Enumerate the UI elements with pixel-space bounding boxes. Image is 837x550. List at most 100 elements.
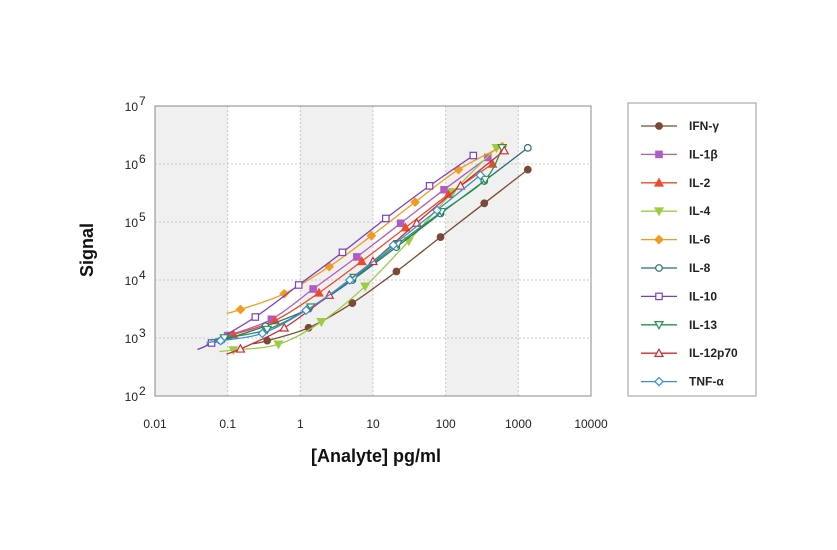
data-point	[360, 282, 371, 292]
y-tick-label-base: 10	[125, 390, 139, 404]
data-point	[455, 180, 466, 190]
y-tick-label-exponent: 6	[139, 152, 146, 166]
shaded-band	[155, 106, 228, 396]
data-point	[523, 143, 532, 152]
legend-item: IL-8	[641, 261, 711, 275]
shaded-bands	[155, 106, 519, 396]
x-tick-label: 100	[436, 417, 456, 431]
legend-item: IL-2	[641, 176, 711, 190]
legend-item: IL-13	[641, 318, 717, 332]
x-tick-label: 0.01	[143, 417, 167, 431]
data-point	[366, 230, 377, 241]
data-point	[313, 287, 324, 297]
legend-label: IL-2	[689, 176, 711, 190]
legend-item: IL-1β	[641, 147, 718, 161]
data-point	[235, 304, 246, 315]
legend-box	[627, 102, 757, 397]
y-tick-label-base: 10	[125, 100, 139, 114]
data-point	[215, 335, 226, 346]
data-point	[475, 170, 486, 181]
data-point	[440, 185, 448, 194]
legend-label: IL-12p70	[689, 346, 738, 360]
legend-item: IFN-γ	[641, 119, 719, 133]
data-point	[396, 219, 405, 228]
legend-label: IL-1β	[689, 147, 718, 161]
x-tick-labels: 0.01 0.1 1 10 100 1000 10000	[143, 417, 608, 431]
x-tick-label: 10	[366, 417, 380, 431]
data-point	[400, 222, 411, 232]
data-point	[353, 253, 361, 261]
series-tnf-	[206, 170, 486, 346]
legend-marker	[655, 264, 663, 272]
data-point	[301, 305, 311, 316]
legend-label: IL-6	[689, 233, 711, 247]
legend-marker	[655, 292, 663, 301]
series-ifn-	[253, 165, 532, 345]
legend: IFN-γ IL-1β IL-2 IL-4 IL-6 IL-8 IL-10 IL-13 IL-1…	[627, 102, 757, 397]
data-point	[344, 275, 355, 285]
y-tick-label-base: 10	[125, 158, 139, 172]
series-layer	[197, 141, 532, 356]
data-point	[356, 256, 367, 266]
legend-marker	[655, 150, 663, 159]
data-point	[235, 343, 246, 353]
y-tick-label-base: 10	[125, 332, 139, 346]
data-point	[338, 248, 347, 257]
data-point	[279, 288, 290, 299]
series-il-2	[219, 158, 498, 339]
shaded-band	[300, 106, 373, 396]
y-tick-label-exponent: 2	[139, 384, 146, 398]
legend-label: IL-4	[689, 204, 711, 218]
data-point	[381, 214, 390, 223]
x-tick-label: 10000	[574, 417, 608, 431]
data-point	[348, 299, 357, 307]
legend-label: IL-8	[689, 261, 711, 275]
legend-label: IL-13	[689, 318, 717, 332]
legend-item: IL-4	[641, 204, 711, 218]
data-point	[251, 313, 260, 321]
legend-marker	[655, 122, 663, 130]
legend-item: IL-10	[641, 289, 717, 303]
data-point	[425, 182, 434, 190]
legend-marker	[653, 207, 665, 217]
legend-marker	[653, 347, 665, 357]
data-point	[480, 175, 491, 185]
y-tick-label-base: 10	[125, 216, 139, 230]
legend-marker	[654, 376, 664, 387]
data-point	[436, 233, 445, 241]
data-point	[480, 199, 489, 208]
legend-marker	[654, 234, 664, 245]
legend-item: IL-6	[641, 233, 711, 247]
legend-marker	[653, 321, 665, 331]
x-tick-label: 0.1	[219, 417, 236, 431]
y-tick-label-exponent: 5	[139, 210, 146, 224]
x-tick-label: 1	[297, 417, 304, 431]
plot-frame	[154, 105, 592, 397]
data-point	[392, 267, 401, 276]
x-axis-title: [Analyte] pg/ml	[311, 446, 441, 466]
legend-label: IFN-γ	[689, 119, 719, 133]
data-point	[273, 340, 284, 350]
data-point	[279, 322, 290, 332]
data-point	[207, 339, 216, 347]
legend-item: TNF-α	[641, 375, 724, 389]
data-point	[257, 328, 268, 339]
data-point	[294, 281, 303, 289]
data-point	[523, 165, 532, 174]
data-point	[469, 151, 478, 160]
data-point	[309, 285, 317, 293]
y-tick-label-exponent: 3	[139, 326, 146, 340]
shaded-band	[445, 106, 519, 396]
legend-label: IL-10	[689, 289, 717, 303]
y-tick-label-exponent: 7	[139, 94, 146, 108]
legend-marker	[653, 177, 665, 187]
data-point	[410, 197, 420, 207]
data-point	[432, 205, 442, 216]
data-point	[499, 145, 510, 155]
y-tick-label-exponent: 4	[139, 268, 146, 282]
data-point	[324, 261, 335, 272]
data-point	[388, 240, 399, 250]
y-tick-label-base: 10	[125, 274, 139, 288]
